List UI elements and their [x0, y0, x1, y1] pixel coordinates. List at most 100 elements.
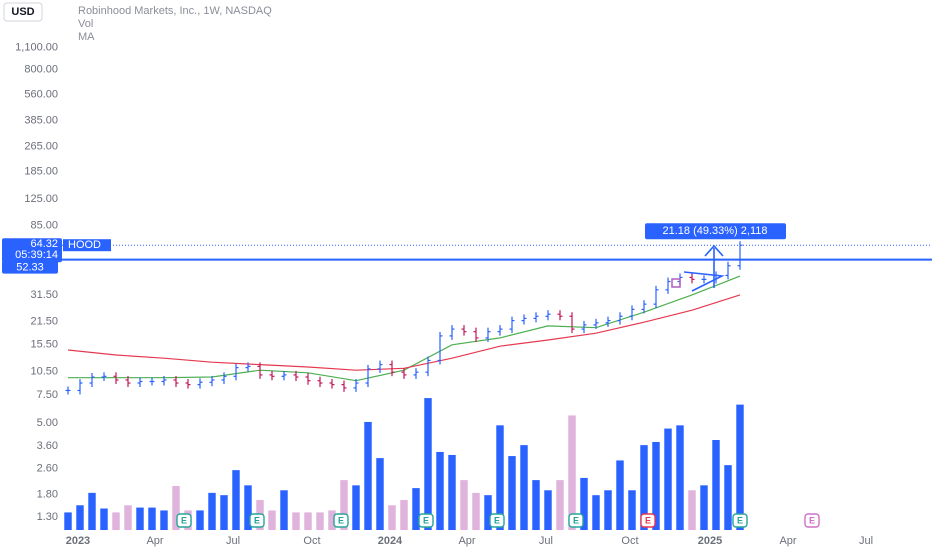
- earnings-label: E: [423, 515, 429, 525]
- volume-bar: [244, 485, 252, 530]
- earnings-badge[interactable]: [418, 513, 434, 528]
- volume-bar: [580, 477, 588, 530]
- earnings-badge[interactable]: [489, 513, 505, 528]
- y-tick-label: 2.60: [37, 463, 58, 475]
- volume-bar: [148, 507, 156, 530]
- price-axis: 1.30 1.80 2.60 3.60 5.00 7.50 10.50 15.50 21.50 3…: [2, 41, 62, 523]
- price-bar: [89, 373, 95, 388]
- volume-bar: [688, 490, 696, 530]
- x-tick-label: Jul: [226, 535, 240, 547]
- price-bar: [485, 327, 491, 342]
- earnings-label: E: [809, 515, 815, 525]
- price-bar: [77, 379, 83, 395]
- measure-label: 21.18 (49.33%) 2,118: [663, 225, 768, 237]
- indicator-vol[interactable]: Vol: [78, 18, 93, 30]
- volume-bar: [520, 445, 528, 530]
- earnings-badge[interactable]: [804, 513, 820, 528]
- volume-bar: [712, 439, 720, 530]
- symbol-tag-box: [63, 239, 111, 252]
- y-tick-label: 21.50: [30, 315, 58, 327]
- currency-button[interactable]: [3, 2, 43, 22]
- countdown: 05:39:14: [15, 249, 58, 261]
- earnings-label: E: [645, 515, 651, 525]
- volume-bar: [532, 480, 540, 530]
- earnings-label: E: [338, 515, 344, 525]
- level-label-box: [2, 260, 58, 274]
- price-bar: [389, 360, 395, 377]
- volume-bar: [88, 492, 96, 530]
- x-tick-label: Apr: [779, 535, 796, 547]
- volume-bar: [64, 512, 72, 530]
- volume-bar: [352, 485, 360, 530]
- volume-bar: [280, 490, 288, 530]
- price-bar: [449, 325, 455, 340]
- volume-bar: [220, 495, 228, 530]
- x-tick-label: 2023: [66, 535, 90, 547]
- earnings-label: E: [181, 515, 187, 525]
- price-bar: [569, 312, 575, 334]
- volume-bar: [628, 490, 636, 530]
- x-tick-label: 2025: [698, 535, 722, 547]
- price-bar: [317, 376, 323, 388]
- volume-bar: [292, 512, 300, 530]
- earnings-badge[interactable]: [249, 513, 265, 528]
- volume-bar: [484, 495, 492, 530]
- y-tick-label: 10.50: [30, 365, 58, 377]
- volume-bar: [604, 490, 612, 530]
- indicator-ma[interactable]: MA: [78, 31, 95, 43]
- volume-bar: [568, 415, 576, 530]
- price-bar: [149, 377, 155, 386]
- y-tick-label: 185.00: [24, 165, 58, 177]
- price-bar: [293, 370, 299, 382]
- price-bar: [113, 372, 119, 384]
- x-tick-label: Jul: [539, 535, 553, 547]
- price-bar: [629, 305, 635, 321]
- x-tick-label: Jul: [859, 535, 873, 547]
- earnings-badge[interactable]: [732, 513, 748, 528]
- price-bar: [281, 370, 287, 381]
- x-tick-label: Oct: [303, 535, 320, 547]
- y-tick-label: 1.30: [37, 511, 58, 523]
- volume-bar: [268, 510, 276, 530]
- moving-average: [67, 294, 741, 371]
- earnings-badge[interactable]: [640, 513, 656, 528]
- price-bar: [641, 300, 647, 314]
- x-tick-label: 2024: [378, 535, 403, 547]
- volume-bar: [448, 454, 456, 530]
- volume-bar: [592, 495, 600, 530]
- volume-bar: [460, 480, 468, 530]
- moving-average: [68, 275, 741, 382]
- currency[interactable]: USD: [11, 6, 34, 18]
- y-tick-label: 265.00: [24, 140, 58, 152]
- earnings-badge[interactable]: [333, 513, 349, 528]
- triangle: [683, 271, 725, 292]
- volume-bar: [376, 458, 384, 530]
- earnings-badge[interactable]: [568, 513, 584, 528]
- price-bar: [725, 261, 731, 280]
- price-bar: [521, 314, 527, 325]
- volume-bar: [400, 500, 408, 530]
- volume-bar: [496, 425, 504, 530]
- volume-bar: [412, 488, 420, 530]
- y-tick-label: 85.00: [30, 220, 58, 232]
- price-bar: [329, 379, 335, 389]
- y-tick-label: 1,100.00: [15, 41, 58, 53]
- price-bar: [701, 275, 707, 284]
- volume-bar: [112, 512, 120, 530]
- volume-bar: [316, 512, 324, 530]
- volume-bar: [640, 445, 648, 530]
- earnings-badge[interactable]: [176, 513, 192, 528]
- price-bar: [137, 377, 143, 388]
- price-bar: [665, 277, 671, 294]
- price-bar: [209, 375, 215, 387]
- y-tick-label: 125.00: [24, 193, 58, 205]
- price-bar: [593, 318, 599, 329]
- y-tick-label: 15.50: [30, 338, 58, 350]
- price-bar: [425, 356, 431, 377]
- y-tick-label: 31.50: [30, 289, 58, 301]
- price-bar: [413, 368, 419, 379]
- y-tick-label: 5.00: [37, 417, 58, 429]
- earnings-label: E: [494, 515, 500, 525]
- price-bar: [245, 362, 251, 372]
